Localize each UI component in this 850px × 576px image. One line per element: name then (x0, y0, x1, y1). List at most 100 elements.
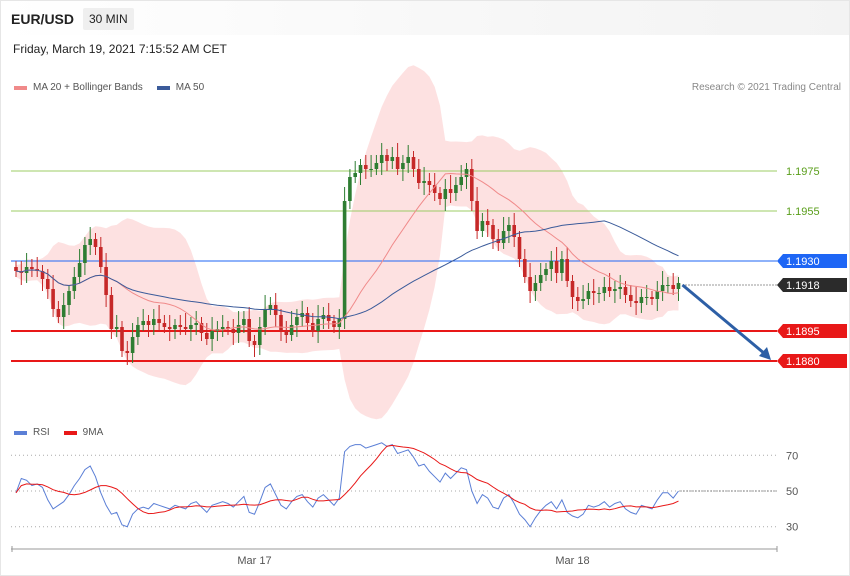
rsi-ma-line (15, 444, 679, 515)
candle-body (570, 281, 575, 297)
symbol-title: EUR/USD (11, 11, 75, 27)
ma20-swatch (14, 85, 27, 90)
resistance-label: 1.1955 (786, 206, 820, 218)
candle-body (443, 189, 448, 199)
candle-body (411, 157, 416, 169)
candle-body (93, 239, 98, 247)
candle-body (258, 327, 262, 345)
candle-body (517, 237, 522, 259)
candle-body (353, 173, 357, 177)
candle-body (406, 157, 410, 163)
candle-body (602, 287, 607, 293)
candle-body (676, 283, 681, 289)
support-label-box (777, 324, 847, 338)
rsi-legend: RSI 9MA (14, 427, 103, 438)
candle-body (512, 225, 516, 237)
candle-body (538, 275, 543, 283)
candle-body (464, 169, 469, 177)
rsi-ma-swatch (63, 430, 77, 435)
candle-body (544, 269, 548, 275)
candle-body (109, 295, 114, 329)
candle-body (454, 185, 458, 193)
candle-body (650, 297, 654, 299)
candle-body (438, 193, 442, 199)
candle-body (210, 331, 214, 339)
candle-body (385, 155, 389, 161)
support-label: 1.1880 (786, 356, 820, 368)
rsi-tick-label: 70 (786, 450, 798, 462)
candle-body (475, 201, 479, 231)
rsi-ma-legend-label: 9MA (82, 427, 104, 438)
candle-body (422, 181, 426, 183)
candle-body (157, 319, 161, 323)
candle-body (305, 313, 310, 323)
candle-body (379, 155, 384, 163)
candle-body (263, 309, 267, 327)
support-label: 1.1895 (786, 326, 820, 338)
candle-body (125, 351, 130, 353)
candle-body (554, 261, 559, 273)
candle-body (369, 169, 373, 170)
candle-body (141, 321, 145, 325)
candle-body (401, 163, 405, 169)
pivot-label: 1.1930 (786, 256, 820, 268)
candle-body (162, 323, 167, 327)
rsi-legend-label: RSI (33, 427, 50, 438)
candle-body (342, 201, 347, 319)
timeframe-badge[interactable]: 30 MIN (83, 8, 134, 30)
candle-body (61, 305, 66, 317)
candle-body (644, 297, 649, 298)
candle-body (99, 247, 103, 267)
candle-body (289, 325, 294, 335)
candle-body (242, 319, 246, 325)
candle-body (199, 323, 204, 333)
candle-body (136, 325, 140, 337)
candle-body (252, 341, 257, 345)
candle-body (576, 297, 580, 301)
price-legend: MA 20 + Bollinger Bands MA 50 (14, 82, 204, 93)
candle-body (528, 277, 532, 291)
candle-body (173, 325, 177, 329)
x-tick-label: Mar 18 (555, 555, 589, 567)
candle-body (358, 165, 363, 173)
candle-body (130, 337, 135, 353)
candle-body (485, 221, 490, 225)
candle-body (459, 177, 463, 185)
candle-body (120, 327, 124, 351)
candle-body (618, 287, 622, 289)
candle-body (491, 225, 495, 239)
candle-body (114, 327, 119, 329)
candle-body (46, 279, 50, 289)
credit-text: Research © 2021 Trading Central (691, 82, 841, 93)
candle-body (40, 271, 45, 279)
candle-body (88, 239, 92, 245)
candle-body (565, 259, 569, 281)
candle-body (77, 263, 82, 277)
candle-body (67, 291, 71, 305)
ma50-swatch (156, 85, 170, 90)
candle-body (597, 293, 601, 294)
candle-body (671, 285, 675, 289)
candle-body (666, 285, 670, 286)
candle-body (183, 327, 188, 329)
candle-body (231, 329, 236, 333)
candle-body (629, 295, 633, 301)
candle-body (395, 157, 400, 169)
candle-body (311, 323, 315, 331)
candle-body (660, 285, 665, 291)
candle-body (167, 327, 172, 329)
candle-body (51, 289, 55, 309)
forecast-arrow (681, 283, 766, 356)
candle-body (470, 169, 474, 201)
candle-body (427, 181, 432, 185)
candle-body (56, 309, 61, 317)
timestamp: Friday, March 19, 2021 7:15:52 AM CET (13, 42, 227, 56)
candle-body (83, 245, 87, 263)
candle-body (501, 231, 506, 243)
candle-body (72, 277, 77, 291)
candle-body (30, 267, 34, 269)
candle-body (634, 301, 638, 303)
candle-body (226, 327, 230, 329)
candle-body (220, 327, 225, 329)
